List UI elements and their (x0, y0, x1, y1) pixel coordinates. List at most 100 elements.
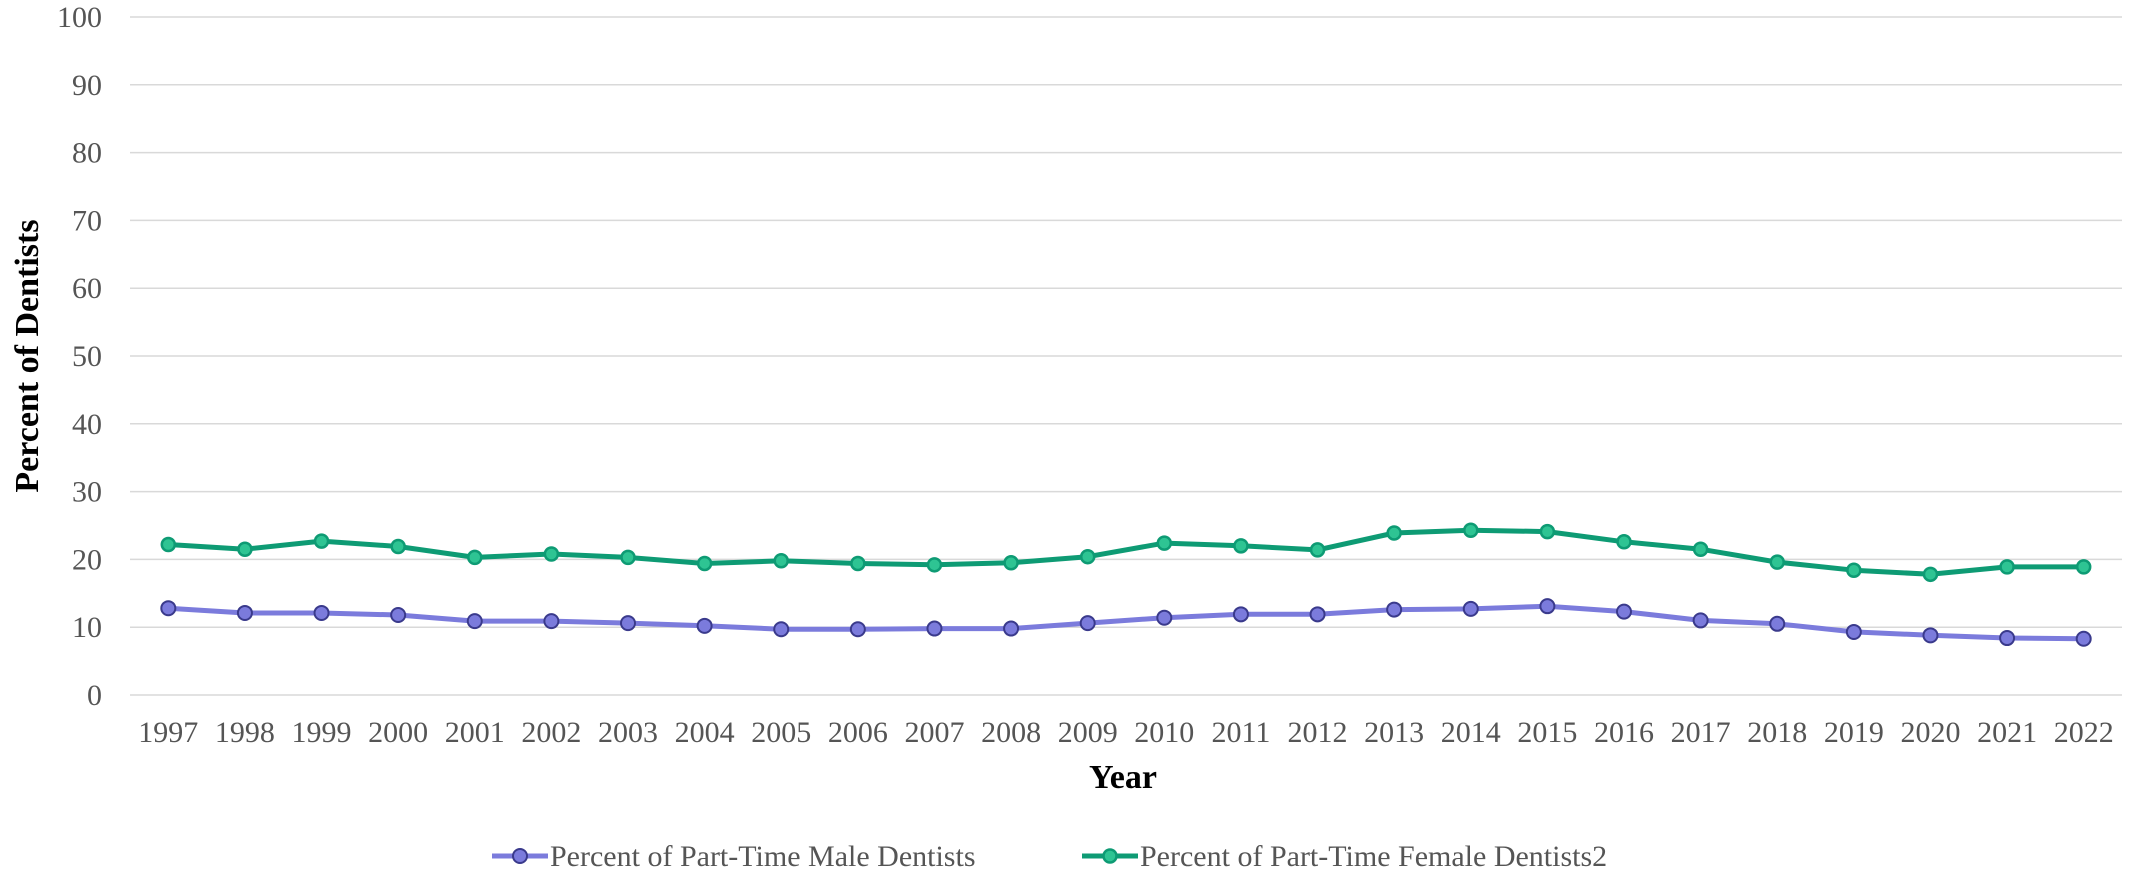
data-point (1003, 555, 1019, 571)
data-point (1692, 541, 1709, 557)
legend: Percent of Part-Time Male Dentists Percen… (492, 840, 1607, 873)
data-point (2075, 630, 2092, 647)
data-point (850, 555, 866, 572)
x-tick-label: 2019 (1824, 716, 1884, 749)
series-2 (160, 522, 2092, 583)
x-tick-label: 2008 (981, 716, 1041, 749)
x-tick-label: 2007 (904, 716, 964, 749)
data-point (1003, 620, 1020, 637)
x-tick-label: 2016 (1594, 716, 1654, 749)
y-tick-label: 30 (72, 476, 102, 509)
x-tick-label: 2017 (1671, 716, 1731, 749)
y-tick-label: 40 (72, 408, 102, 441)
data-point (1539, 523, 1556, 540)
data-point (160, 600, 177, 617)
legend-item-2: Percent of Part-Time Female Dentists2 (1082, 840, 1607, 873)
data-point (926, 557, 943, 573)
data-point (620, 549, 636, 566)
y-tick-label: 10 (72, 611, 102, 644)
x-axis-title: Year (1089, 759, 1157, 796)
x-tick-label: 2010 (1134, 716, 1194, 749)
data-point (1386, 601, 1403, 618)
x-tick-label: 1997 (138, 716, 198, 749)
data-point (1232, 606, 1249, 623)
x-tick-label: 2021 (1977, 716, 2037, 749)
y-tick-label: 90 (72, 69, 102, 102)
x-tick-label: 2005 (751, 716, 811, 749)
data-point (1999, 630, 2016, 647)
data-point (237, 541, 253, 557)
data-point (1079, 615, 1096, 632)
data-point (2075, 559, 2092, 575)
x-tick-label: 2018 (1747, 716, 1807, 749)
data-point (1922, 566, 1939, 583)
data-point (467, 549, 483, 566)
data-point (1769, 554, 1785, 570)
data-point (313, 604, 330, 621)
data-point (1922, 627, 1939, 644)
data-point (696, 617, 713, 634)
y-tick-label: 0 (87, 679, 102, 712)
legend-label: Percent of Part-Time Male Dentists (550, 840, 976, 872)
data-point (773, 553, 789, 569)
x-tick-label: 2004 (675, 716, 735, 749)
x-tick-label: 1999 (292, 716, 352, 749)
data-point (1156, 609, 1173, 626)
data-point (1616, 603, 1632, 620)
data-point (1386, 525, 1402, 541)
x-tick-label: 1998 (215, 716, 275, 749)
y-tick-label: 50 (72, 340, 102, 373)
data-point (313, 533, 330, 549)
y-axis-ticks: 0 10 20 30 40 50 60 70 80 90 100 (57, 1, 102, 712)
data-point (1462, 600, 1479, 617)
x-tick-label: 2006 (828, 716, 888, 749)
data-point (1463, 522, 1479, 538)
data-point (1999, 559, 2015, 575)
series-line (165, 603, 2087, 642)
x-axis-ticks: 1997 1998 1999 2000 2001 2002 2003 2004 2005 2006… (138, 716, 2113, 749)
data-point (1156, 535, 1173, 551)
data-point (773, 621, 790, 638)
data-point (543, 613, 560, 630)
x-tick-label: 2003 (598, 716, 658, 749)
data-point (1846, 562, 1862, 578)
legend-swatch-marker (1102, 848, 1118, 864)
legend-item-1: Percent of Part-Time Male Dentists (492, 840, 976, 873)
y-tick-label: 80 (72, 137, 102, 170)
y-tick-label: 20 (72, 543, 102, 576)
data-point (926, 620, 943, 637)
x-tick-label: 2014 (1441, 716, 1501, 749)
x-tick-label: 2011 (1211, 716, 1270, 749)
data-point (543, 546, 560, 562)
data-point (390, 606, 407, 623)
data-point (620, 615, 636, 632)
data-point (390, 538, 406, 555)
x-tick-label: 2015 (1517, 716, 1577, 749)
x-tick-label: 2009 (1058, 716, 1118, 749)
gridlines (130, 16, 2122, 696)
data-point (160, 536, 177, 553)
y-tick-label: 60 (72, 272, 102, 305)
data-point (1309, 606, 1326, 623)
y-axis-title: Percent of Dentists (9, 219, 46, 492)
data-point (1692, 612, 1709, 629)
series-line (165, 527, 2087, 577)
data-point (1539, 598, 1556, 615)
data-point (1769, 615, 1786, 632)
data-point (1845, 623, 1862, 640)
series-1 (160, 598, 2092, 647)
data-point (1616, 534, 1632, 550)
x-tick-label: 2020 (1900, 716, 1960, 749)
legend-label: Percent of Part-Time Female Dentists2 (1140, 840, 1607, 872)
x-tick-label: 2012 (1288, 716, 1348, 749)
x-tick-label: 2022 (2054, 716, 2114, 749)
data-point (1079, 548, 1096, 565)
data-point (696, 555, 713, 572)
x-tick-label: 2001 (445, 716, 505, 749)
y-tick-label: 100 (57, 1, 102, 34)
data-point (236, 604, 253, 621)
y-tick-label: 70 (72, 204, 102, 237)
data-point (1233, 538, 1249, 554)
